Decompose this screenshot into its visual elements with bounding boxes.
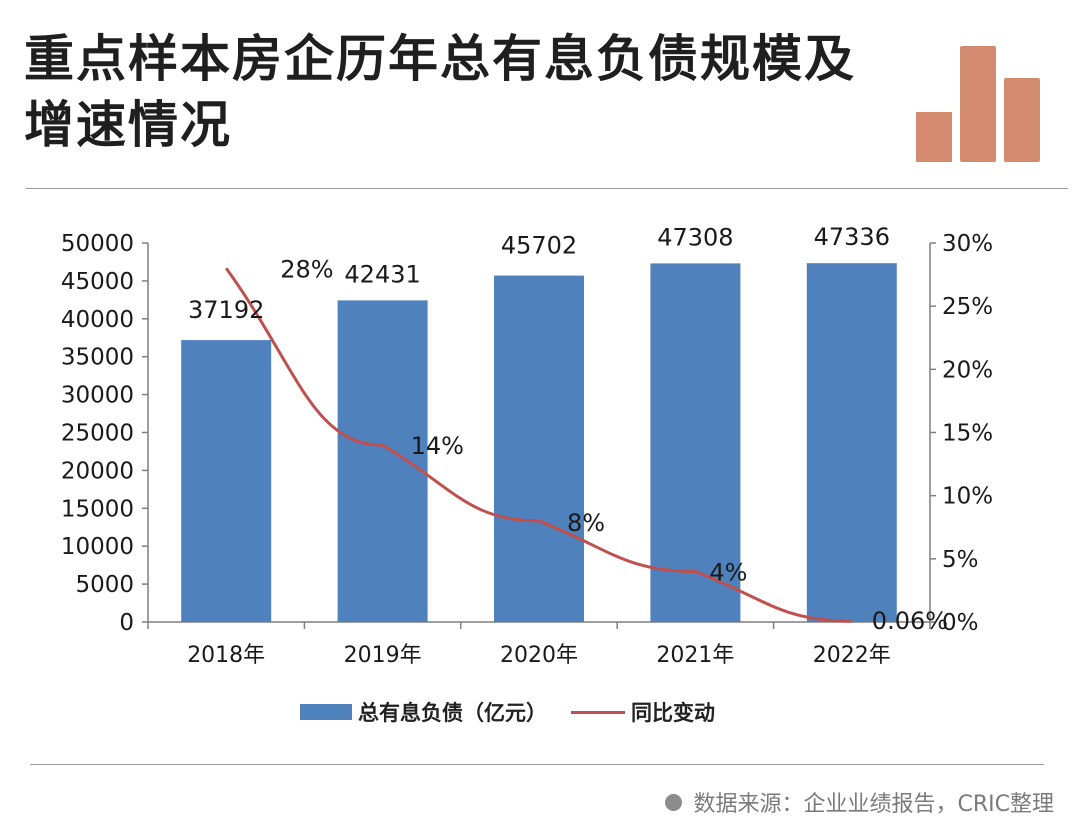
yoy-value-label: 28% xyxy=(280,255,333,283)
debt-value-label: 37192 xyxy=(188,296,264,324)
debt-value-label: 47336 xyxy=(814,223,890,251)
yoy-value-label: 8% xyxy=(567,509,605,537)
bar-chart-icon xyxy=(916,46,1040,162)
logo-bar-3 xyxy=(1004,78,1040,162)
right-tick-label: 5% xyxy=(942,547,979,573)
debt-value-label: 47308 xyxy=(657,223,733,251)
yoy-value-label: 4% xyxy=(709,558,747,586)
source-text: 数据来源：企业业绩报告，CRIC整理 xyxy=(693,792,1055,817)
yoy-value-label: 0.06% xyxy=(872,607,948,635)
legend-line-swatch xyxy=(571,710,625,714)
left-tick-label: 10000 xyxy=(61,534,134,560)
left-tick-label: 45000 xyxy=(61,269,134,295)
legend-yoy-label: 同比变动 xyxy=(631,701,715,725)
category-label: 2022年 xyxy=(813,643,891,668)
category-label: 2020年 xyxy=(500,643,578,668)
left-tick-label: 25000 xyxy=(61,421,134,447)
right-tick-label: 20% xyxy=(942,357,993,383)
page-title: 重点样本房企历年总有息负债规模及增速情况 xyxy=(24,30,856,154)
left-tick-label: 30000 xyxy=(61,383,134,409)
legend-debt-label: 总有息负债（亿元） xyxy=(358,701,547,725)
right-tick-label: 30% xyxy=(942,231,993,257)
left-tick-label: 20000 xyxy=(61,458,134,484)
debt-bar xyxy=(181,340,272,622)
source-note: 数据来源：企业业绩报告，CRIC整理 xyxy=(664,786,1055,818)
left-tick-label: 5000 xyxy=(75,572,134,598)
debt-bar xyxy=(650,263,741,622)
left-tick-label: 35000 xyxy=(61,345,134,371)
top-divider xyxy=(26,188,1068,189)
left-tick-label: 15000 xyxy=(61,496,134,522)
chart-legend: 总有息负债（亿元） 同比变动 xyxy=(300,698,715,726)
yoy-change-line xyxy=(224,267,852,623)
right-tick-label: 15% xyxy=(942,421,993,447)
yoy-value-label: 14% xyxy=(411,432,464,460)
right-tick-label: 0% xyxy=(942,610,979,636)
logo-bar-2 xyxy=(960,46,996,162)
category-label: 2019年 xyxy=(344,643,422,668)
bottom-divider xyxy=(30,764,1044,765)
right-tick-label: 25% xyxy=(942,294,993,320)
left-tick-label: 40000 xyxy=(61,307,134,333)
debt-bar xyxy=(806,263,897,622)
left-tick-label: 0 xyxy=(119,610,134,636)
source-dot-icon xyxy=(664,793,682,811)
logo-bar-1 xyxy=(916,112,952,162)
debt-bar xyxy=(337,300,428,622)
debt-bar xyxy=(494,275,584,622)
legend-bar-swatch xyxy=(300,704,352,720)
right-tick-label: 10% xyxy=(942,484,993,510)
category-label: 2018年 xyxy=(187,643,265,668)
debt-value-label: 42431 xyxy=(344,260,420,288)
left-tick-label: 50000 xyxy=(61,231,134,257)
category-label: 2021年 xyxy=(656,643,734,668)
debt-value-label: 45702 xyxy=(501,232,577,260)
